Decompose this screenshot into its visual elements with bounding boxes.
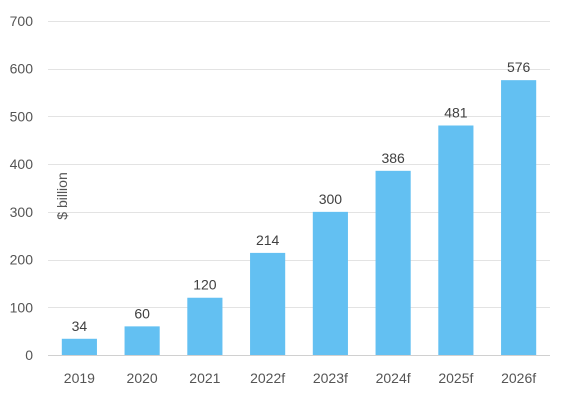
bar [124,326,160,355]
bar [187,297,223,355]
bar [375,170,411,355]
x-tick-label: 2025f [438,370,473,386]
x-tick-label: 2019 [64,370,95,386]
data-label: 300 [319,191,343,207]
x-tick-label: 2024f [376,370,411,386]
x-axis-ticks: 2019 2020 2021 2022f 2023f 2024f 2025f 2026f [64,370,536,386]
data-label: 576 [507,59,531,75]
gridlines [48,21,550,356]
y-tick-label: 100 [10,299,34,315]
y-axis-ticks: 0 100 200 300 400 500 600 700 [10,13,34,363]
x-tick-label: 2026f [501,370,536,386]
x-tick-label: 2022f [250,370,285,386]
data-label: 120 [193,277,217,293]
x-tick-label: 2023f [313,370,348,386]
y-tick-label: 400 [10,156,34,172]
bar [250,252,286,355]
data-label: 34 [72,318,88,334]
bars [61,80,537,355]
bar [438,125,474,355]
data-label: 214 [256,232,280,248]
y-tick-label: 0 [25,347,33,363]
y-tick-label: 600 [10,61,34,77]
data-label: 386 [381,150,405,166]
bar [61,338,97,355]
y-tick-label: 300 [10,204,34,220]
y-tick-label: 500 [10,108,34,124]
y-tick-label: 200 [10,252,34,268]
x-tick-label: 2021 [189,370,220,386]
y-tick-label: 700 [10,13,34,29]
x-tick-label: 2020 [127,370,158,386]
data-label: 481 [444,104,468,120]
data-labels: 34 60 120 214 300 386 481 576 [72,59,531,334]
data-label: 60 [134,305,150,321]
y-axis-title: $ billion [54,172,70,219]
bar [501,80,537,355]
bar [312,211,348,355]
